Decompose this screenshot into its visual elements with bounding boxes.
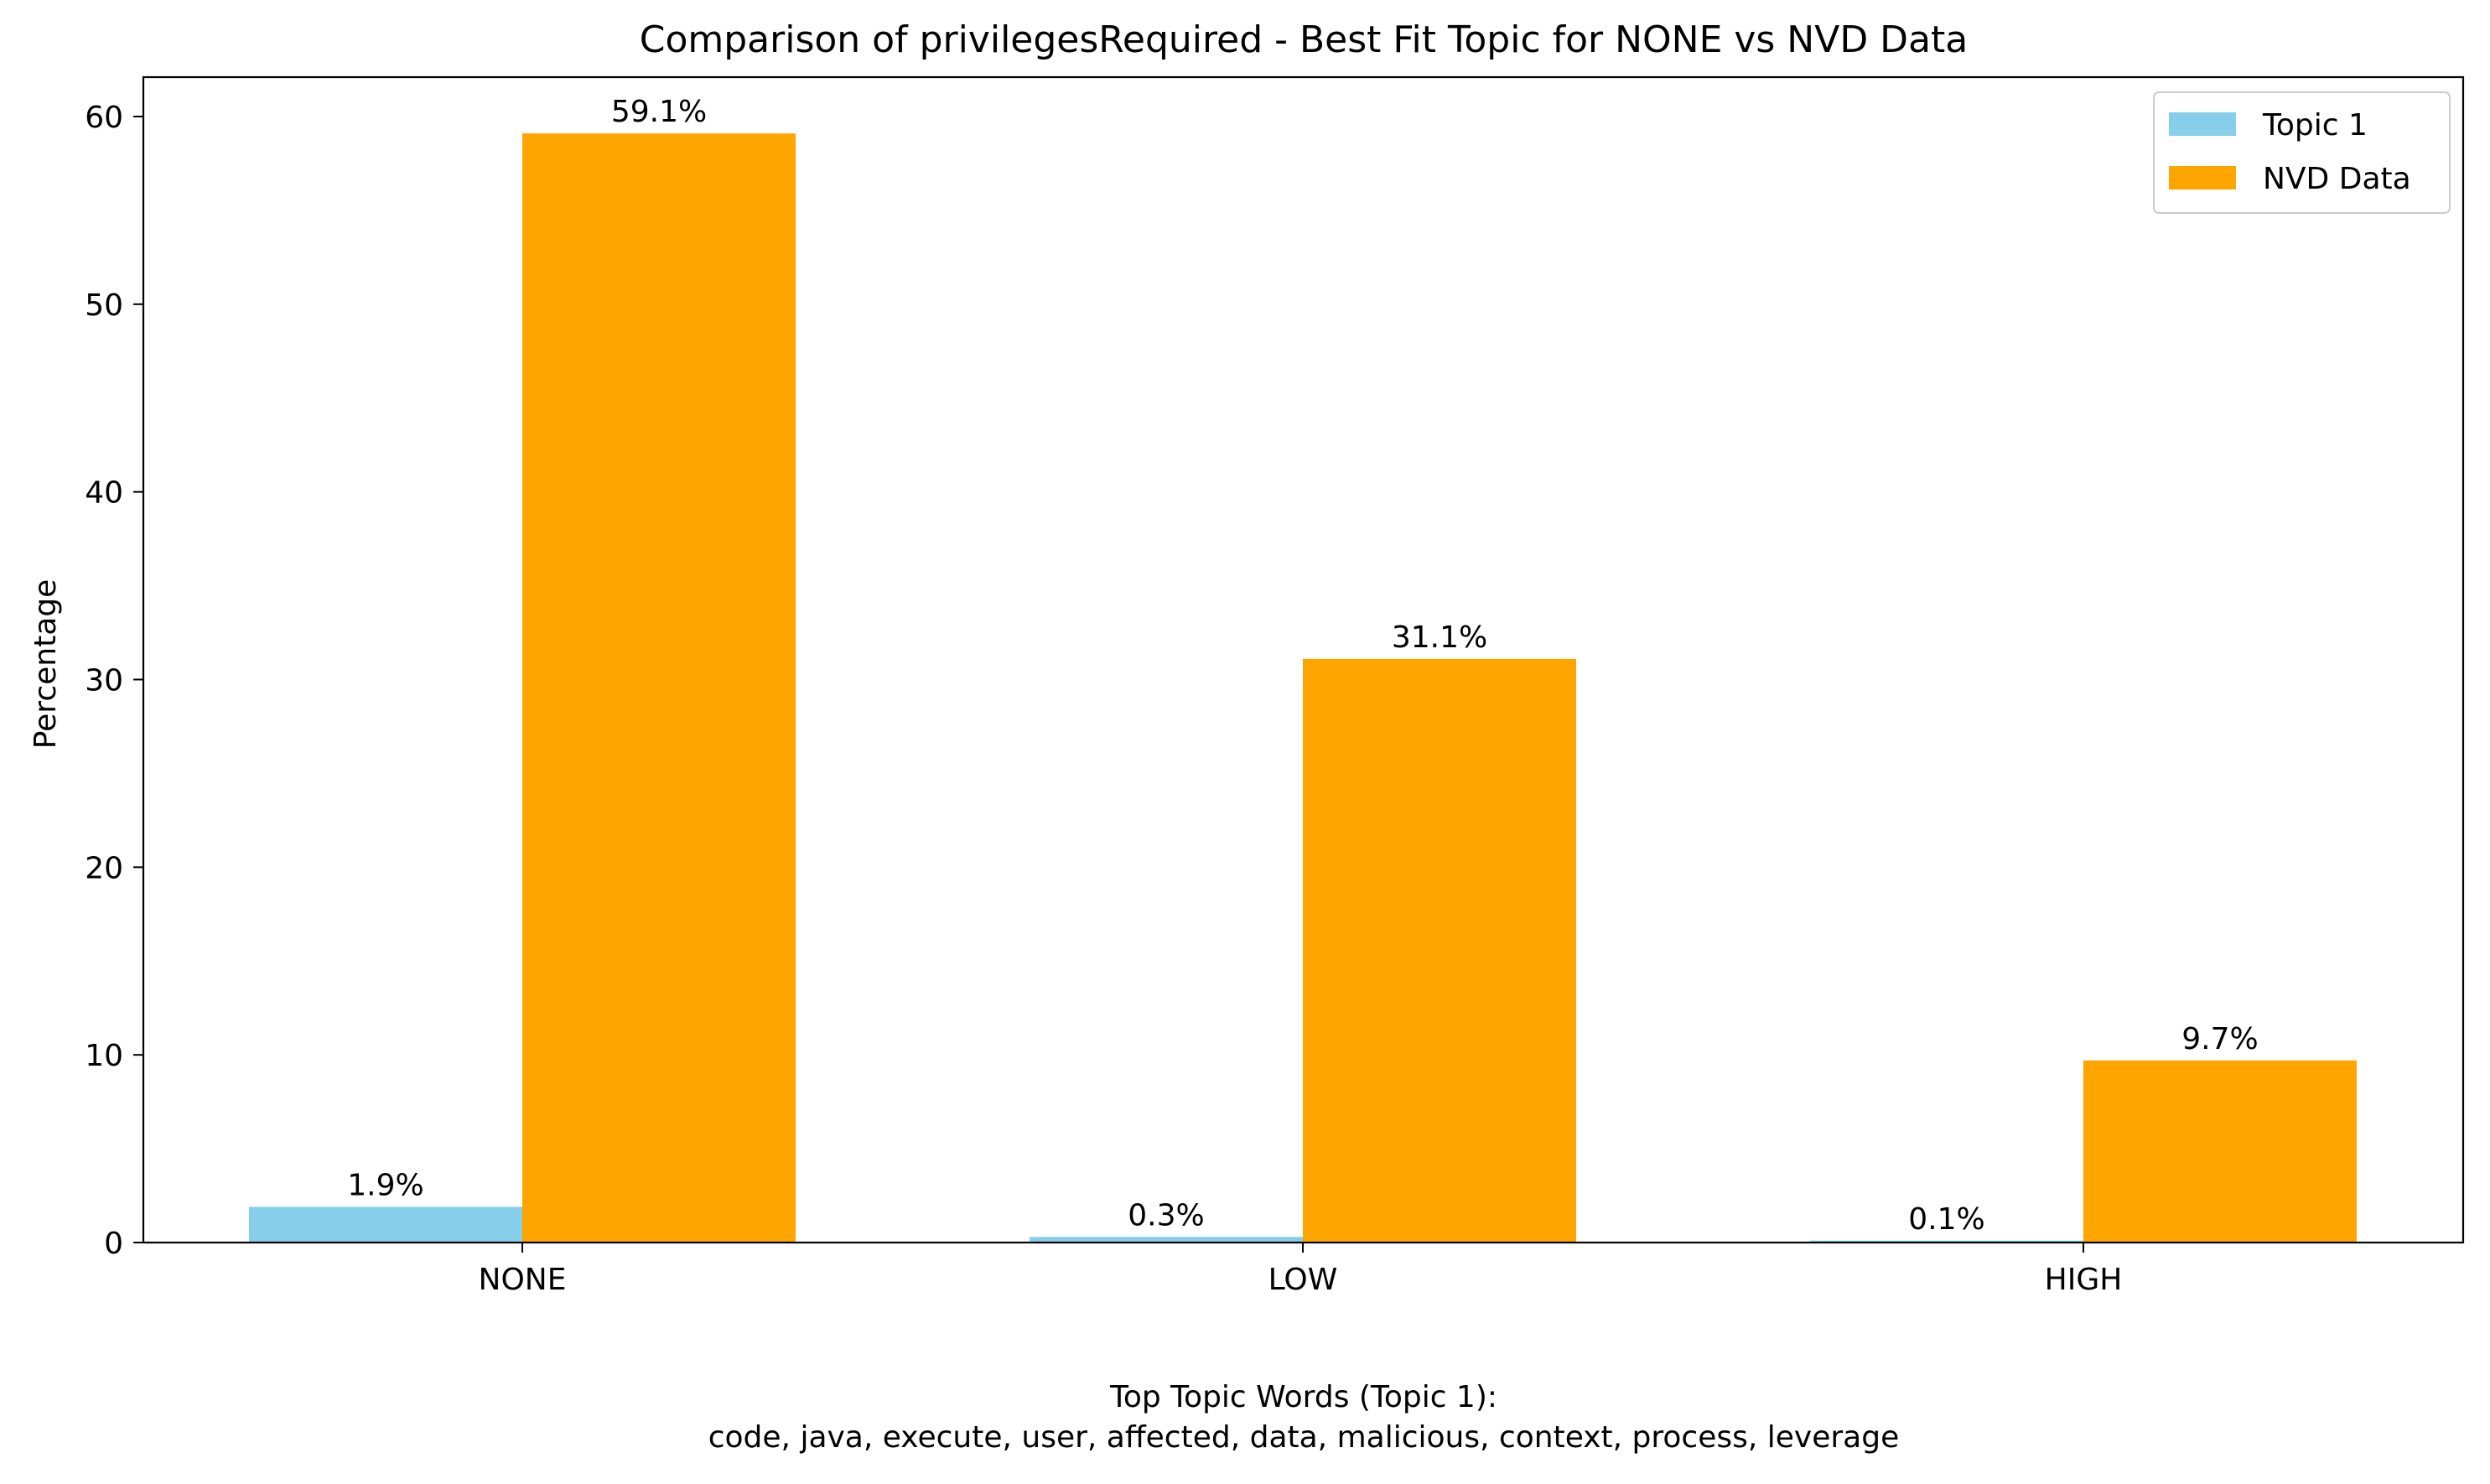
plot-area: 1.9% 0.3% 0.1% 59.1% 31.1% 9.7% 0 10 20 30 40 50 60 N… xyxy=(85,75,2465,1297)
bar-nvd-data-high xyxy=(2083,1060,2357,1243)
bar-topic-1-high xyxy=(1810,1240,2083,1243)
y-tick-label: 0 xyxy=(104,1227,123,1261)
bar-topic-1-none xyxy=(249,1206,522,1243)
y-tick-label: 60 xyxy=(85,101,123,135)
data-label: 59.1% xyxy=(611,95,707,129)
legend-swatch-topic-1 xyxy=(2169,112,2236,136)
y-tick-label: 50 xyxy=(85,288,123,323)
y-axis-label: Percentage xyxy=(29,579,63,750)
bar-topic-1-low xyxy=(1030,1237,1303,1243)
legend[interactable]: Topic 1 NVD Data xyxy=(2153,91,2451,214)
x-tick-label: NONE xyxy=(479,1263,567,1297)
x-axis-label-line-1: Top Topic Words (Topic 1): xyxy=(1109,1380,1497,1414)
data-label: 9.7% xyxy=(2181,1022,2258,1056)
x-tick-label: LOW xyxy=(1268,1263,1338,1297)
data-label: 0.3% xyxy=(1128,1198,1204,1232)
chart-title: Comparison of privilegesRequired - Best … xyxy=(640,18,1969,61)
x-axis-label-line-2: code, java, execute, user, affected, dat… xyxy=(708,1420,1900,1455)
y-tick-label: 20 xyxy=(85,851,123,885)
y-tick-label: 10 xyxy=(85,1039,123,1073)
x-tick-label: HIGH xyxy=(2045,1263,2123,1297)
legend-label: NVD Data xyxy=(2263,162,2411,196)
bar-nvd-data-low xyxy=(1303,658,1576,1243)
legend-swatch-nvd-data xyxy=(2169,166,2236,189)
data-label: 0.1% xyxy=(1908,1202,1984,1237)
y-tick-label: 30 xyxy=(85,664,123,698)
bar-nvd-data-none xyxy=(522,133,796,1243)
legend-label: Topic 1 xyxy=(2262,108,2368,143)
data-label: 31.1% xyxy=(1392,620,1487,655)
data-label: 1.9% xyxy=(347,1168,423,1202)
y-tick-label: 40 xyxy=(85,476,123,511)
